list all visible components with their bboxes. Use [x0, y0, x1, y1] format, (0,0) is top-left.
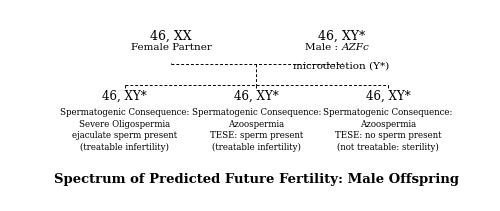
Text: microdeletion (Y*): microdeletion (Y*) [294, 62, 390, 71]
Text: Spermatogenic Consequence:
Azoospermia
TESE: sperm present
(treatable infertilit: Spermatogenic Consequence: Azoospermia T… [192, 108, 321, 152]
Text: 46, XY*: 46, XY* [318, 29, 365, 42]
Text: 46, XX: 46, XX [150, 29, 192, 42]
Text: Spermatogenic Consequence:
Severe Oligospermia
ejaculate sperm present
(treatabl: Spermatogenic Consequence: Severe Oligos… [60, 108, 189, 152]
Text: Male :: Male : [305, 43, 342, 52]
Text: Spermatogenic Consequence:
Azoospermia
TESE: no sperm present
(not treatable: st: Spermatogenic Consequence: Azoospermia T… [324, 108, 452, 152]
Text: 46, XY*: 46, XY* [102, 89, 147, 103]
Text: Spectrum of Predicted Future Fertility: Male Offspring: Spectrum of Predicted Future Fertility: … [54, 173, 459, 186]
Text: Female Partner: Female Partner [130, 43, 212, 52]
Text: AZFc: AZFc [342, 43, 369, 52]
Text: 46, XY*: 46, XY* [234, 89, 278, 103]
Text: 46, XY*: 46, XY* [366, 89, 410, 103]
